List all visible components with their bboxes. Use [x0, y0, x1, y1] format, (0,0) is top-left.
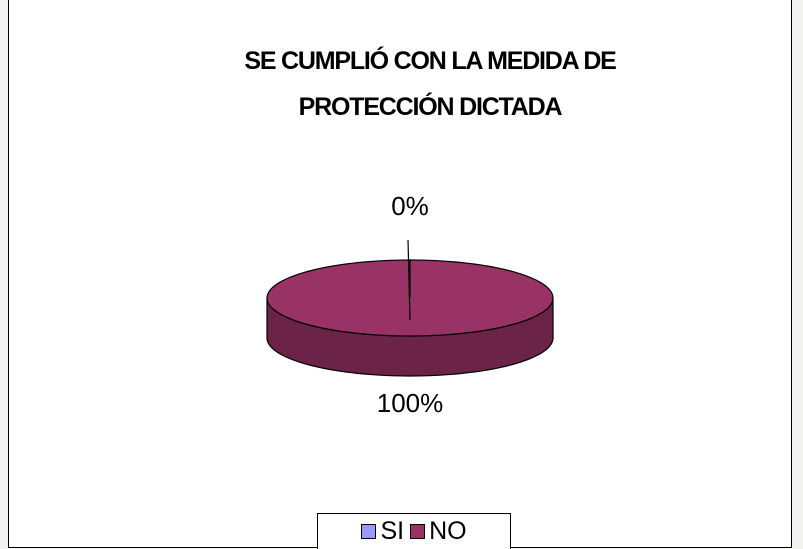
legend-swatch: [361, 524, 377, 539]
legend-swatch: [410, 524, 426, 539]
legend: SI NO: [317, 513, 511, 549]
legend-item: SI: [361, 517, 404, 546]
leader-line: [407, 239, 411, 321]
data-label: 0%: [391, 191, 429, 221]
data-label: 100%: [377, 388, 444, 418]
chart-title: SE CUMPLIÓ CON LA MEDIDA DE PROTECCIÓN D…: [244, 47, 617, 121]
legend-label: NO: [429, 517, 467, 545]
legend-item: NO: [410, 517, 467, 546]
legend-label: SI: [380, 517, 405, 545]
